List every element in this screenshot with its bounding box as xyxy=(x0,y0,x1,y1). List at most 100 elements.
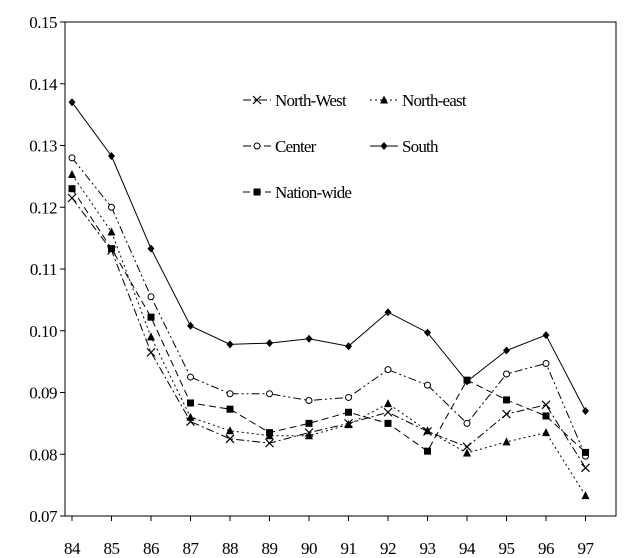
legend-item-center: Center xyxy=(243,137,317,156)
data-point xyxy=(226,390,234,398)
data-point xyxy=(305,334,313,343)
data-point xyxy=(305,397,313,405)
legend-label: Center xyxy=(275,137,317,156)
x-tick-label: 85 xyxy=(104,539,120,558)
data-point xyxy=(502,409,511,419)
legend-marker xyxy=(380,95,388,104)
legend-label: Nation-wide xyxy=(275,183,351,202)
data-point xyxy=(266,390,273,398)
x-tick-label: 91 xyxy=(341,539,357,558)
data-point xyxy=(463,419,471,427)
data-point xyxy=(146,347,156,357)
data-point xyxy=(108,203,115,211)
legend-item-nation-wide: Nation-wide xyxy=(243,183,352,202)
y-tick-label: 0.12 xyxy=(29,198,57,217)
data-point xyxy=(147,244,155,253)
data-point xyxy=(67,193,77,203)
x-tick-label: 93 xyxy=(420,539,436,558)
series-line xyxy=(71,188,586,453)
data-point xyxy=(384,308,392,317)
data-point xyxy=(186,412,195,421)
data-point xyxy=(226,426,234,435)
data-point xyxy=(462,442,472,452)
y-tick-label: 0.10 xyxy=(29,322,57,341)
y-tick-label: 0.13 xyxy=(29,137,57,156)
y-tick-label: 0.11 xyxy=(30,260,57,279)
data-point xyxy=(384,399,392,408)
legend-item-south: South xyxy=(370,137,440,156)
data-point xyxy=(266,429,273,437)
data-point xyxy=(266,339,273,348)
data-point xyxy=(542,359,550,367)
x-tick-label: 94 xyxy=(459,539,476,558)
data-point xyxy=(108,151,115,160)
data-point xyxy=(147,313,155,321)
series-south xyxy=(68,98,589,416)
x-tick-label: 89 xyxy=(262,539,278,558)
data-point xyxy=(384,366,392,374)
series-nation-wide xyxy=(68,185,589,456)
data-point xyxy=(226,405,234,413)
series-line xyxy=(71,174,586,496)
legend-label: North-West xyxy=(275,91,347,110)
data-point xyxy=(187,373,194,381)
data-point xyxy=(542,412,550,420)
data-point xyxy=(541,400,551,410)
legend-marker xyxy=(253,188,261,196)
series-line xyxy=(71,157,586,457)
series-line xyxy=(71,197,586,469)
data-point xyxy=(108,245,115,253)
x-tick-label: 92 xyxy=(380,539,396,558)
data-point xyxy=(384,419,392,427)
data-point xyxy=(424,381,431,389)
y-tick-label: 0.09 xyxy=(29,384,57,403)
series-north-west xyxy=(67,193,590,473)
x-tick-label: 87 xyxy=(183,539,200,558)
x-tick-label: 88 xyxy=(222,539,238,558)
x-tick-label: 90 xyxy=(301,539,317,558)
data-point xyxy=(344,420,353,429)
data-point xyxy=(383,407,393,417)
data-point xyxy=(542,428,550,437)
data-point xyxy=(345,342,352,351)
data-point xyxy=(265,438,274,448)
data-point xyxy=(582,448,589,456)
data-point xyxy=(542,331,550,340)
data-point xyxy=(424,447,431,455)
legend-marker xyxy=(252,95,262,105)
x-tick-label: 86 xyxy=(143,539,159,558)
series-layer xyxy=(67,98,590,500)
data-point xyxy=(107,227,116,236)
data-point xyxy=(502,437,511,446)
y-tick-label: 0.08 xyxy=(29,445,57,464)
legend-label: North-east xyxy=(402,91,467,110)
legend-marker xyxy=(253,142,261,150)
series-north-east xyxy=(68,170,590,500)
data-point xyxy=(463,376,471,384)
x-tick-label: 84 xyxy=(64,539,81,558)
data-point xyxy=(423,426,432,435)
data-point xyxy=(147,332,155,341)
series-line xyxy=(71,101,586,412)
data-point xyxy=(147,293,155,301)
data-point xyxy=(68,185,76,193)
x-tick-label: 95 xyxy=(499,539,515,558)
data-point xyxy=(503,396,510,404)
data-point xyxy=(503,370,510,378)
data-point xyxy=(581,491,590,500)
data-point xyxy=(305,419,313,427)
legend-label: South xyxy=(402,137,439,156)
data-point xyxy=(68,170,76,179)
chart-axes: 0.07 0.08 0.09 0.10 0.11 0.12 0.13 0.14 0.15 84 85… xyxy=(29,13,617,558)
x-tick-label: 97 xyxy=(578,539,595,558)
y-tick-label: 0.07 xyxy=(29,507,58,526)
data-point xyxy=(68,98,76,107)
y-tick-label: 0.14 xyxy=(29,75,58,94)
data-point xyxy=(424,328,431,337)
data-point xyxy=(225,434,235,444)
data-point xyxy=(68,154,76,162)
y-tick-label: 0.15 xyxy=(29,13,57,32)
data-point xyxy=(503,346,510,355)
legend-marker xyxy=(380,142,388,150)
